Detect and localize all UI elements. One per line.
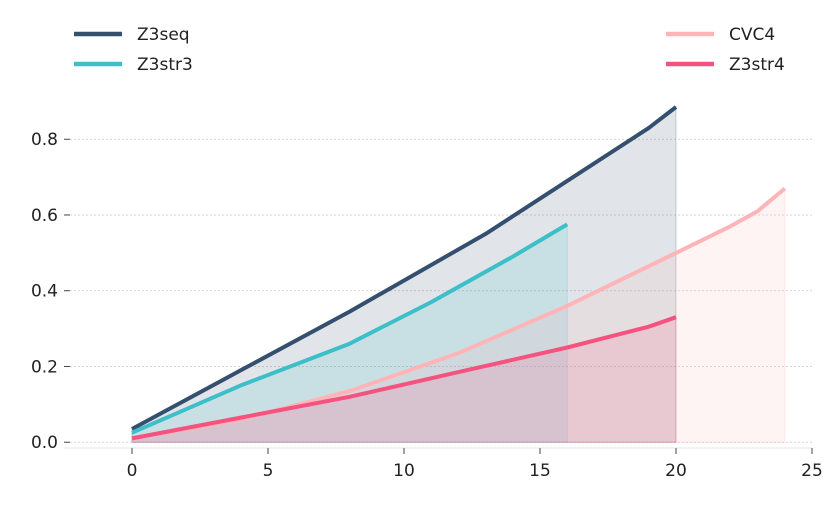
legend: Z3seq Z3str3 CVC4 Z3str4: [74, 25, 785, 75]
legend-label-cvc4: CVC4: [729, 25, 775, 45]
y-tick-label: 0.6: [31, 206, 58, 226]
x-tick-label: 0: [127, 461, 138, 481]
x-tick-label: 20: [665, 461, 687, 481]
x-tick-label: 15: [529, 461, 551, 481]
legend-label-z3seq: Z3seq: [137, 25, 190, 45]
y-tick-label: 0.8: [31, 130, 58, 150]
legend-label-z3str3: Z3str3: [137, 55, 193, 75]
legend-label-z3str4: Z3str4: [729, 55, 785, 75]
y-tick-label: 0.0: [31, 433, 58, 453]
x-tick-label: 5: [263, 461, 274, 481]
line-z3str4: [131, 315, 677, 441]
x-tick-label: 10: [393, 461, 415, 481]
line-z3str3: [131, 222, 569, 435]
axes: 0.0 0.2 0.4 0.6 0.8 0 5 10 15 20 25: [31, 130, 823, 481]
x-tick-label: 25: [801, 461, 823, 481]
y-tick-label: 0.4: [31, 282, 58, 302]
line-z3seq: [131, 105, 678, 431]
y-tick-label: 0.2: [31, 357, 58, 377]
series-lines: [131, 105, 787, 441]
